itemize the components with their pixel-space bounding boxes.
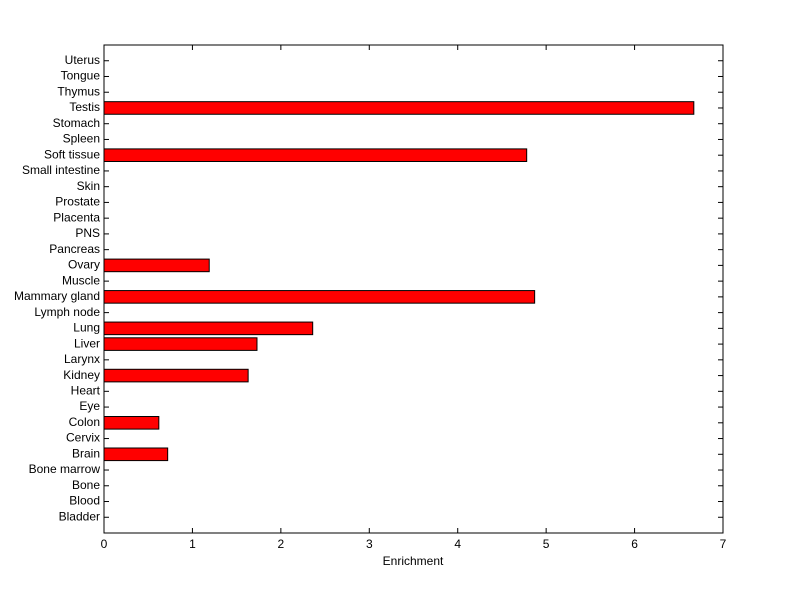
y-tick-label: Colon xyxy=(69,415,100,429)
y-tick-label: Small intestine xyxy=(22,163,100,177)
x-tick-label: 7 xyxy=(720,537,727,551)
x-tick-label: 1 xyxy=(189,537,196,551)
y-tick-label: Kidney xyxy=(63,368,100,382)
bar xyxy=(103,258,210,273)
y-tick-label: Uterus xyxy=(65,53,100,67)
y-tick-label: Placenta xyxy=(53,210,100,224)
y-tick-label: Thymus xyxy=(57,84,100,98)
bar xyxy=(103,447,169,462)
bar xyxy=(103,101,695,115)
y-tick-label: Spleen xyxy=(63,132,100,146)
x-tick-label: 6 xyxy=(631,537,638,551)
y-tick-label: Lymph node xyxy=(34,305,100,319)
x-tick-label: 4 xyxy=(454,537,461,551)
y-tick-label: Heart xyxy=(71,383,101,397)
bar xyxy=(103,337,258,351)
y-tick-label: Cervix xyxy=(66,431,100,445)
y-tick-label: Testis xyxy=(69,100,100,114)
y-tick-label: Muscle xyxy=(62,273,100,287)
x-tick-label: 0 xyxy=(101,537,108,551)
y-tick-label: Mammary gland xyxy=(14,289,100,303)
y-tick-label: Skin xyxy=(77,179,100,193)
x-tick-label: 3 xyxy=(366,537,373,551)
y-tick-label: Stomach xyxy=(53,116,100,130)
y-tick-label: Eye xyxy=(79,399,100,413)
y-tick-label: Bone marrow xyxy=(29,462,101,476)
x-tick-label: 2 xyxy=(278,537,285,551)
bar xyxy=(103,416,160,430)
bar xyxy=(103,290,536,304)
y-tick-label: Blood xyxy=(69,494,100,508)
y-tick-label: Pancreas xyxy=(49,242,100,256)
y-tick-label: PNS xyxy=(75,226,100,240)
y-tick-label: Larynx xyxy=(64,352,100,366)
y-tick-label: Lung xyxy=(73,321,100,335)
y-tick-label: Soft tissue xyxy=(44,147,100,161)
y-tick-label: Bone xyxy=(72,478,100,492)
bar xyxy=(103,148,528,162)
x-tick-label: 5 xyxy=(543,537,550,551)
bar xyxy=(103,368,249,383)
y-tick-label: Ovary xyxy=(68,258,100,272)
y-tick-label: Liver xyxy=(74,336,100,350)
y-tick-label: Bladder xyxy=(59,509,100,523)
y-tick-label: Prostate xyxy=(55,195,100,209)
bar xyxy=(103,321,314,336)
y-tick-label: Tongue xyxy=(61,69,101,83)
y-tick-label: Brain xyxy=(72,446,100,460)
plot-area xyxy=(103,44,724,534)
x-axis-label: Enrichment xyxy=(383,554,444,568)
